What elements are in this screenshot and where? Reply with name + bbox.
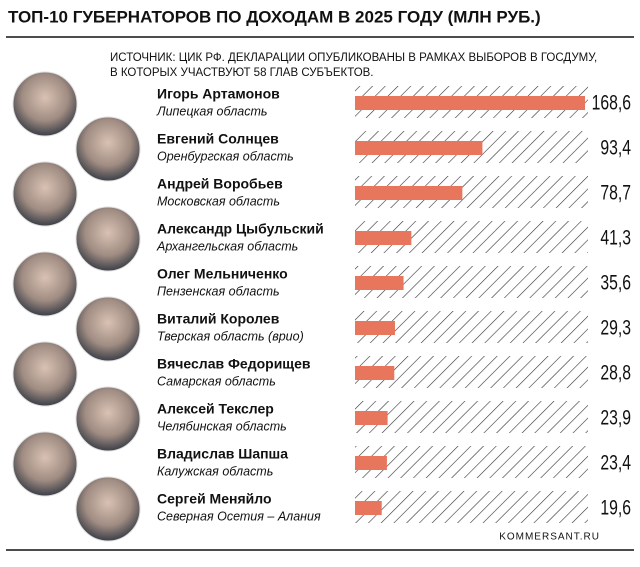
bar — [355, 501, 382, 515]
region: Калужская область — [157, 464, 273, 478]
region: Московская область — [157, 194, 280, 208]
source: KOMMERSANT.RU — [499, 532, 600, 543]
value-label: 78,7 — [600, 180, 631, 204]
hatch — [355, 401, 588, 433]
portrait — [12, 71, 78, 137]
region: Липецкая область — [156, 104, 267, 118]
region: Самарская область — [157, 374, 276, 388]
governor-name: Сергей Меняйло — [157, 491, 272, 507]
portrait — [12, 251, 78, 317]
portrait — [75, 206, 141, 272]
value-label: 93,4 — [600, 135, 631, 159]
value-label: 168,6 — [592, 90, 631, 114]
governor-name: Игорь Артамонов — [157, 86, 280, 102]
chart-title: ТОП-10 ГУБЕРНАТОРОВ ПО ДОХОДАМ В 2025 ГО… — [8, 7, 541, 26]
region: Тверская область (врио) — [157, 329, 304, 343]
region: Челябинская область — [157, 419, 287, 433]
value-label: 41,3 — [600, 225, 631, 249]
portrait — [75, 296, 141, 362]
governor-name: Евгений Солнцев — [157, 131, 279, 147]
value-label: 35,6 — [600, 270, 631, 294]
bar — [355, 231, 412, 245]
bar — [355, 96, 585, 110]
portrait — [75, 476, 141, 542]
governor-name: Олег Мельниченко — [157, 266, 288, 282]
bar — [355, 141, 483, 155]
governor-name: Андрей Воробьев — [157, 176, 283, 192]
bar — [355, 321, 395, 335]
hatch — [355, 446, 588, 478]
bar — [355, 276, 404, 290]
region: Архангельская область — [156, 239, 298, 253]
governor-name: Алексей Текслер — [157, 401, 274, 417]
value-label: 23,9 — [600, 405, 631, 429]
value-label: 28,8 — [600, 360, 631, 384]
portrait — [75, 386, 141, 452]
governor-name: Вячеслав Федорищев — [157, 356, 311, 372]
value-label: 19,6 — [600, 495, 631, 519]
bar — [355, 411, 388, 425]
bar — [355, 456, 387, 470]
value-label: 29,3 — [600, 315, 631, 339]
bar — [355, 186, 463, 200]
governor-name: Владислав Шапша — [157, 446, 288, 462]
portrait — [75, 116, 141, 182]
portrait — [12, 431, 78, 497]
portrait — [12, 161, 78, 227]
region: Пензенская область — [157, 284, 280, 298]
subtitle: В КОТОРЫХ УЧАСТВУЮТ 58 ГЛАВ СУБЪЕКТОВ. — [110, 67, 374, 79]
value-label: 23,4 — [600, 450, 631, 474]
region: Северная Осетия – Алания — [157, 509, 321, 523]
hatch — [355, 491, 588, 523]
subtitle: ИСТОЧНИК: ЦИК РФ. ДЕКЛАРАЦИИ ОПУБЛИКОВАН… — [110, 52, 597, 64]
governor-name: Виталий Королев — [157, 311, 280, 327]
bar — [355, 366, 395, 380]
portrait — [12, 341, 78, 407]
governor-name: Александр Цыбульский — [157, 221, 324, 237]
region: Оренбургская область — [157, 149, 294, 163]
